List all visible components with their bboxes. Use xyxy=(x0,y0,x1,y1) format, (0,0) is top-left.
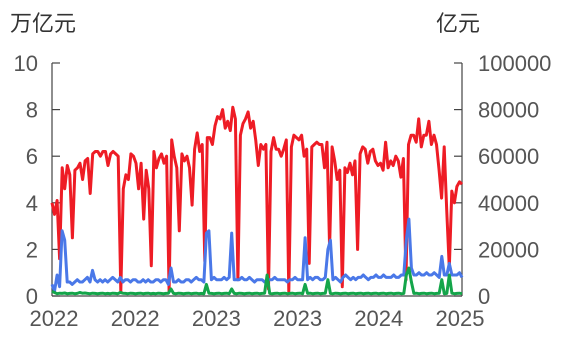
right-tick-label: 20000 xyxy=(478,237,539,262)
left-tick-label: 6 xyxy=(26,144,38,169)
x-tick-label: 2024 xyxy=(354,306,403,331)
left-axis-unit: 万亿元 xyxy=(10,11,77,36)
right-axis-unit: 亿元 xyxy=(436,11,481,36)
left-tick-label: 4 xyxy=(26,191,38,216)
axes xyxy=(51,62,463,297)
x-tick-label: 2023 xyxy=(192,306,241,331)
right-tick-label: 0 xyxy=(478,284,490,309)
x-tick-label: 2022 xyxy=(111,306,160,331)
right-tick-label: 60000 xyxy=(478,144,539,169)
left-tick-label: 8 xyxy=(26,98,38,123)
right-tick-label: 100000 xyxy=(478,51,551,76)
left-tick-label: 0 xyxy=(26,284,38,309)
x-tick-label: 2022 xyxy=(30,306,79,331)
tick-labels: 0 2 4 6 8 10 0 20000 40000 60000 80000 100000 2022 20… xyxy=(14,51,552,331)
right-tick-label: 80000 xyxy=(478,98,539,123)
x-tick-label: 2023 xyxy=(273,306,322,331)
left-tick-label: 2 xyxy=(26,237,38,262)
series-layer xyxy=(50,105,464,296)
x-tick-label: 2025 xyxy=(436,306,485,331)
series-blue-line xyxy=(50,217,464,293)
series-red-line xyxy=(50,105,464,293)
series-green-line xyxy=(51,266,463,296)
right-tick-label: 40000 xyxy=(478,191,539,216)
left-tick-label: 10 xyxy=(14,51,38,76)
